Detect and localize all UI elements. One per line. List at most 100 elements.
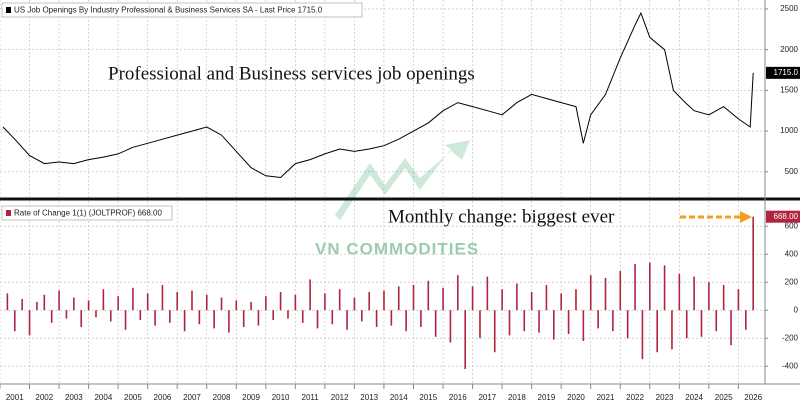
bar [523,310,526,332]
x-tick-label: 2017 [478,393,496,402]
bar [427,280,430,311]
bar [715,310,718,332]
y-tick-label: 1500 [780,85,798,94]
bar [294,294,297,311]
bar [538,310,540,333]
x-tick-label: 2015 [419,393,437,402]
legend-entry: US Job Openings By Industry Professional… [14,6,323,15]
x-tick-label: 2009 [242,393,260,402]
bar [604,278,607,311]
watermark-logo [335,140,470,220]
legend-box [1,205,173,221]
last-value-badge [766,210,800,223]
y-tick-label: 2500 [780,4,798,13]
bar [279,292,282,311]
x-tick-label: 2006 [154,393,172,402]
bar [457,275,459,311]
bar [597,310,599,329]
bar [752,216,754,311]
bar [619,271,622,311]
bar [309,279,311,311]
bar [265,296,267,311]
bar [471,286,474,311]
bar [434,310,437,337]
bar [161,285,164,311]
bar [420,310,422,327]
marks [2,11,754,369]
bar [412,285,415,311]
bar [708,282,710,311]
bar [124,310,127,330]
x-tick-label: 2007 [183,393,201,402]
x-tick-label: 2002 [35,393,53,402]
bar [375,310,378,327]
bar [102,289,105,311]
bar [183,310,186,332]
bar [87,300,90,311]
legend-swatch [6,7,11,13]
bar [250,301,252,311]
x-tick-label: 2013 [360,393,378,402]
bar [634,264,636,311]
bar [338,289,341,311]
x-tick-label: 2012 [331,393,349,402]
x-tick-label: 2016 [449,393,467,402]
line-series [2,11,754,179]
bar [545,285,548,311]
bar [176,292,179,311]
bar [257,310,260,326]
bar [390,310,393,326]
x-tick-label: 2022 [626,393,644,402]
x-tick-label: 2025 [715,393,733,402]
bar [656,310,658,353]
x-tick-label: 2005 [124,393,142,402]
bar [169,310,171,323]
bar [220,297,223,311]
bar [154,310,156,326]
last-value-label: 668.00 [774,212,799,221]
bar [346,310,348,330]
bar [397,286,400,311]
bar [479,310,481,339]
x-tick-label: 2004 [94,393,112,402]
bar [73,297,75,311]
bar [191,290,193,311]
y-tick-label: 1000 [780,126,798,135]
last-value-badge [766,66,800,79]
bar [228,310,230,333]
bar [95,310,97,318]
bar [516,283,518,311]
annotation: Monthly change: biggest ever [388,206,615,227]
bar [324,293,326,311]
x-tick-label: 2008 [213,393,231,402]
bar [589,275,592,311]
x-tick-label: 2018 [508,393,526,402]
bar [501,289,503,311]
x-tick-label: 2003 [65,393,83,402]
bar [567,310,570,334]
x-tick-label: 2021 [597,393,615,402]
y-tick-label: 2000 [780,45,798,54]
grid [0,0,765,383]
bar [117,296,119,311]
bar [722,285,725,311]
bar [139,310,142,320]
bar [737,289,740,311]
bar [65,310,68,319]
bar [671,310,673,350]
bar [464,310,467,369]
bar [678,273,681,311]
x-tick-label: 2024 [685,393,703,402]
bar [80,310,83,327]
y-tick-label: 200 [785,277,799,286]
bar [486,276,489,311]
bar [560,293,562,311]
bar [361,310,363,322]
y-tick-label: 500 [785,167,799,176]
legend-box [1,2,363,18]
bar [685,310,688,339]
bar [58,290,60,311]
x-tick-label: 2023 [656,393,674,402]
bar [331,310,334,325]
